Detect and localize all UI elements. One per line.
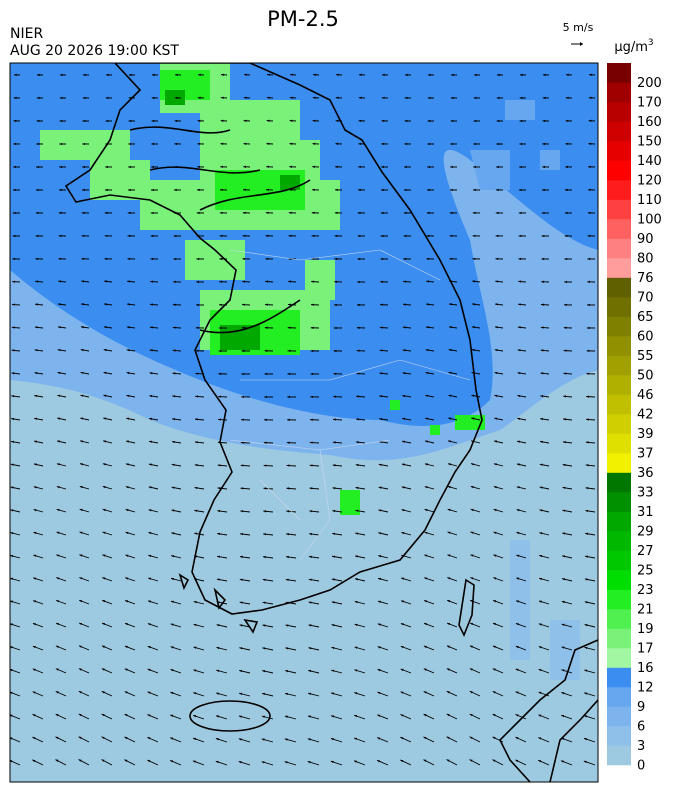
colorbar-segment xyxy=(607,726,631,746)
wind-scale-label: 5 m/s xyxy=(563,21,594,34)
colorbar-label: 3 xyxy=(637,739,645,754)
colorbar-label: 6 xyxy=(637,720,645,735)
colorbar-segment xyxy=(607,122,631,142)
colorbar-segment xyxy=(607,161,631,181)
colorbar-segment xyxy=(607,492,631,512)
colorbar-segment xyxy=(607,531,631,551)
colorbar-segment xyxy=(607,434,631,454)
colorbar-label: 27 xyxy=(637,544,654,559)
colorbar-segment xyxy=(607,336,631,356)
colorbar: 0369121617192123252729313336373942465055… xyxy=(607,63,662,774)
colorbar-label: 150 xyxy=(637,135,662,150)
colorbar-label: 33 xyxy=(637,486,654,501)
colorbar-label: 120 xyxy=(637,174,662,189)
colorbar-segment xyxy=(607,239,631,259)
colorbar-label: 12 xyxy=(637,681,654,696)
colorbar-segment xyxy=(607,258,631,278)
colorbar-segment xyxy=(607,453,631,473)
colorbar-segment xyxy=(607,668,631,688)
colorbar-segment xyxy=(607,375,631,395)
colorbar-label: 110 xyxy=(637,193,662,208)
colorbar-label: 76 xyxy=(637,271,654,286)
colorbar-segment xyxy=(607,395,631,415)
colorbar-label: 46 xyxy=(637,388,654,403)
colorbar-segment xyxy=(607,141,631,161)
colorbar-segment xyxy=(607,414,631,434)
wind-scale-arrow xyxy=(571,42,583,46)
unit-sup: 3 xyxy=(648,38,654,48)
colorbar-label: 42 xyxy=(637,408,654,423)
colorbar-segment xyxy=(607,551,631,571)
colorbar-segment xyxy=(607,317,631,337)
colorbar-label: 70 xyxy=(637,291,654,306)
colorbar-segment xyxy=(607,512,631,532)
colorbar-label: 9 xyxy=(637,700,645,715)
colorbar-label: 65 xyxy=(637,310,654,325)
colorbar-label: 39 xyxy=(637,427,654,442)
map xyxy=(9,63,598,782)
colorbar-label: 36 xyxy=(637,466,654,481)
colorbar-segment xyxy=(607,746,631,766)
colorbar-segment xyxy=(607,278,631,298)
datetime: AUG 20 2026 19:00 KST xyxy=(10,43,179,59)
colorbar-label: 23 xyxy=(637,583,654,598)
colorbar-segment xyxy=(607,180,631,200)
colorbar-label: 50 xyxy=(637,369,654,384)
colorbar-label: 90 xyxy=(637,232,654,247)
colorbar-segment xyxy=(607,707,631,727)
unit-label: μg/m3 xyxy=(614,38,653,55)
colorbar-label: 31 xyxy=(637,505,654,520)
colorbar-label: 16 xyxy=(637,661,654,676)
colorbar-label: 21 xyxy=(637,603,654,618)
colorbar-segment xyxy=(607,200,631,220)
colorbar-label: 60 xyxy=(637,330,654,345)
colorbar-label: 200 xyxy=(637,76,662,91)
colorbar-segment xyxy=(607,102,631,122)
colorbar-segment xyxy=(607,570,631,590)
colorbar-segment xyxy=(607,590,631,610)
colorbar-label: 19 xyxy=(637,622,654,637)
colorbar-segment xyxy=(607,648,631,668)
colorbar-segment xyxy=(607,219,631,239)
colorbar-label: 0 xyxy=(637,759,645,774)
colorbar-segment xyxy=(607,83,631,103)
colorbar-segment xyxy=(607,473,631,493)
title: PM-2.5 xyxy=(267,7,339,31)
colorbar-label: 80 xyxy=(637,252,654,267)
colorbar-label: 55 xyxy=(637,349,654,364)
colorbar-segment xyxy=(607,297,631,317)
colorbar-label: 140 xyxy=(637,154,662,169)
colorbar-label: 100 xyxy=(637,213,662,228)
unit: μg/m xyxy=(614,40,648,55)
colorbar-label: 37 xyxy=(637,447,654,462)
colorbar-label: 29 xyxy=(637,525,654,540)
agency: NIER xyxy=(10,26,43,42)
colorbar-segment xyxy=(607,63,631,83)
colorbar-label: 17 xyxy=(637,642,654,657)
colorbar-segment xyxy=(607,629,631,649)
colorbar-label: 170 xyxy=(637,96,662,111)
colorbar-segment xyxy=(607,687,631,707)
colorbar-segment xyxy=(607,356,631,376)
colorbar-segment xyxy=(607,609,631,629)
colorbar-label: 25 xyxy=(637,564,654,579)
colorbar-label: 160 xyxy=(637,115,662,130)
